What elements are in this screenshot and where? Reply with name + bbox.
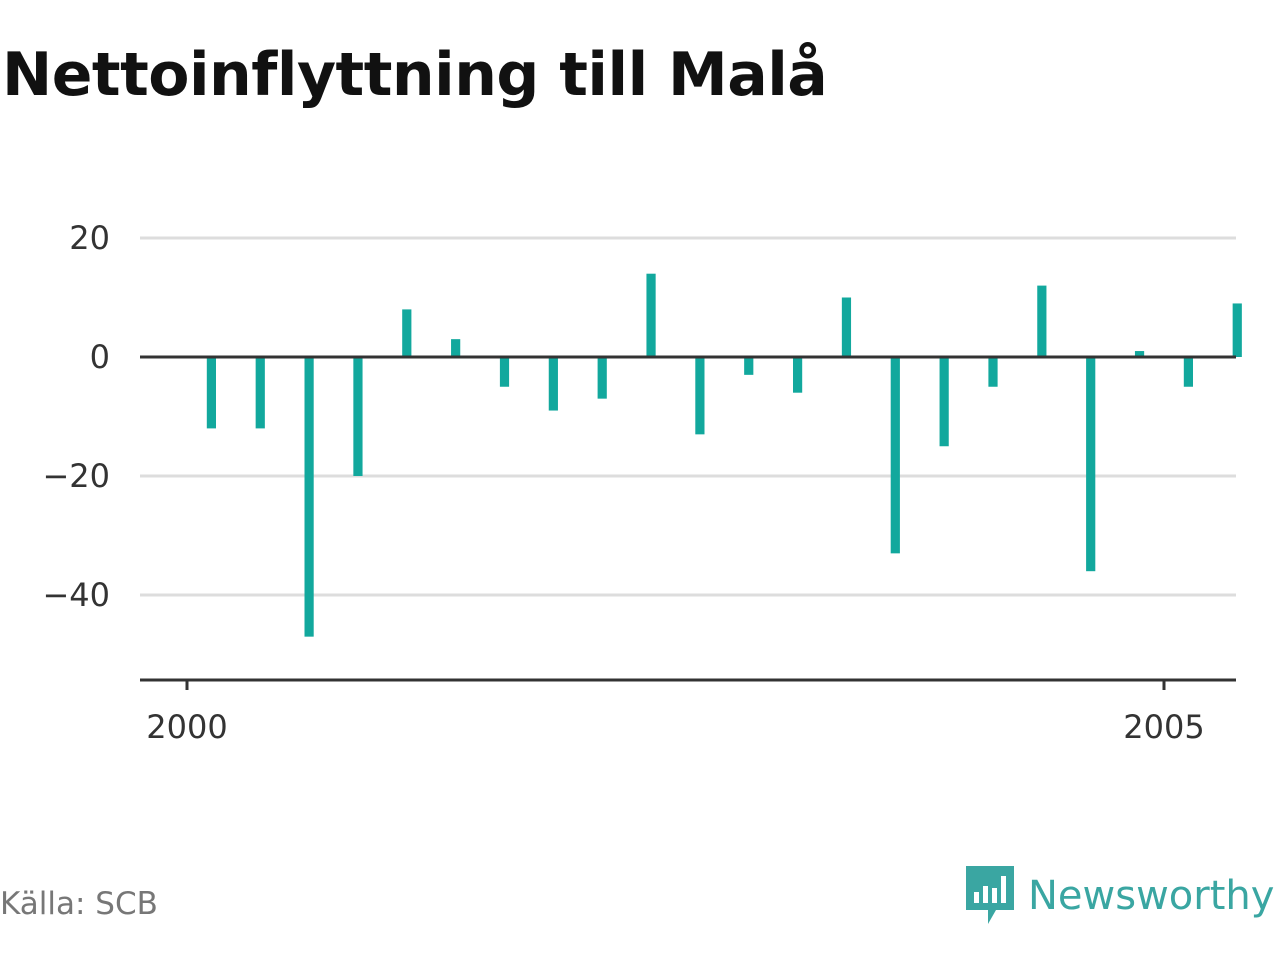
y-tick-label: −40	[42, 576, 110, 614]
bar-series	[206, 273, 1242, 637]
bar	[304, 357, 314, 637]
y-tick-label: 0	[90, 338, 110, 376]
y-tick-label: 20	[69, 219, 110, 257]
y-tick-label: −20	[42, 457, 110, 495]
bar	[1183, 357, 1193, 387]
y-axis-ticks: 20 0 −20 −40	[42, 219, 110, 614]
bar	[1232, 303, 1242, 357]
gridlines	[140, 236, 1236, 597]
bar-chart: 200−20−40 20002005201020152025	[42, 219, 1242, 746]
bar	[695, 357, 705, 435]
bar	[793, 357, 803, 393]
bar	[988, 357, 998, 387]
bar	[255, 357, 265, 429]
bar	[499, 357, 510, 387]
source-label: Källa: SCB	[0, 886, 158, 922]
bar	[1134, 351, 1145, 357]
axes	[140, 355, 1236, 682]
brand-logo[interactable]: Newsworthy	[962, 864, 1274, 928]
bar	[548, 357, 558, 411]
bar	[206, 357, 216, 429]
bar	[646, 273, 656, 357]
bar	[890, 357, 900, 554]
bar	[1037, 285, 1047, 357]
x-axis-ticks: 20002005201020152025	[146, 680, 1205, 746]
bar	[597, 357, 607, 399]
brand-name: Newsworthy	[1028, 873, 1275, 919]
x-tick-label: 2000	[146, 708, 227, 746]
bar	[402, 309, 412, 357]
newsworthy-logo-icon	[966, 866, 1014, 924]
bar	[841, 297, 852, 357]
bar	[353, 357, 363, 476]
bar	[451, 339, 461, 357]
bar	[744, 357, 754, 375]
bar	[939, 357, 949, 447]
x-tick-label: 2005	[1123, 708, 1204, 746]
bar	[1086, 357, 1096, 572]
chart-title: Nettoinflyttning till Malå	[2, 40, 828, 110]
